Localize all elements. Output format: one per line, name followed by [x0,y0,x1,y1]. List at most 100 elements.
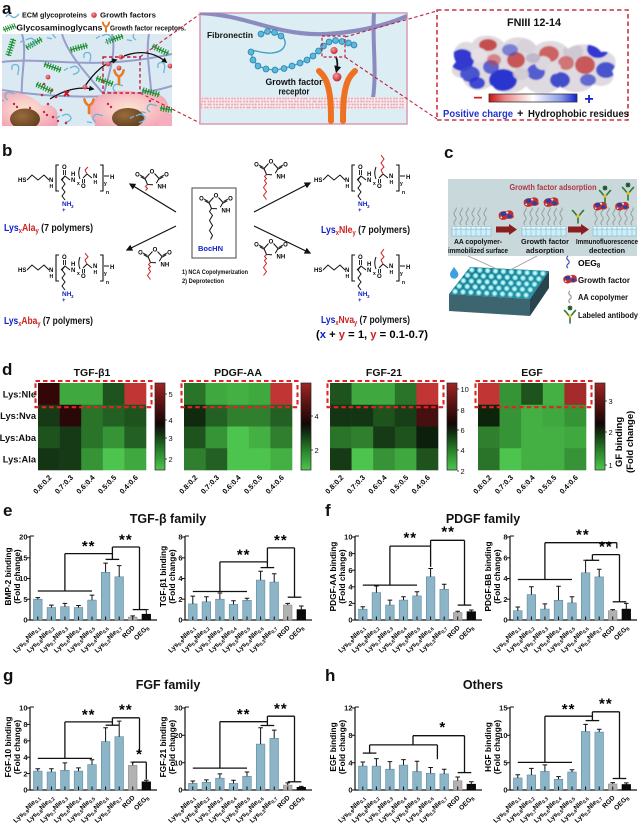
svg-text:**: ** [119,532,133,549]
svg-text:0: 0 [23,616,27,625]
svg-text:10: 10 [174,758,182,767]
svg-text:O: O [254,243,259,249]
svg-text:y: y [104,181,107,187]
svg-text:6: 6 [178,553,182,562]
svg-text:AA copolymer-: AA copolymer- [454,237,502,246]
svg-text:H: H [71,172,75,178]
svg-text:2: 2 [503,595,507,604]
svg-text:O: O [167,251,172,257]
svg-text:1: 1 [609,461,613,470]
svg-text:0: 0 [178,616,182,625]
svg-text:10: 10 [19,704,27,713]
svg-text:y: y [104,271,107,277]
svg-text:O: O [153,248,158,254]
svg-text:dectection: dectection [589,246,625,255]
svg-text:x: x [373,271,376,277]
svg-text:10: 10 [461,385,469,394]
svg-text:1) NCA Copolymerization: 1) NCA Copolymerization [182,269,248,276]
svg-text:Lys:Ala: Lys:Ala [3,455,37,465]
svg-text:EGF binding: EGF binding [328,722,338,771]
svg-text:(Fold change): (Fold change) [337,549,347,604]
svg-text:O: O [254,163,259,169]
svg-text:6: 6 [461,426,465,435]
svg-text:HS: HS [18,178,26,184]
svg-text:**: ** [562,701,576,718]
svg-text:O: O [283,243,288,249]
svg-text:Growth factors: Growth factors [100,11,156,20]
svg-text:HS: HS [314,268,322,274]
svg-text:**: ** [441,524,455,541]
svg-text:**: ** [82,707,96,724]
svg-text:+: + [517,108,523,120]
svg-text:4: 4 [169,416,173,425]
svg-text:HGF binding: HGF binding [483,722,493,772]
svg-text:NH: NH [158,185,167,191]
svg-text:O: O [199,197,204,203]
svg-text:3: 3 [71,294,74,299]
svg-text:10: 10 [19,574,27,583]
svg-text:**: ** [237,706,251,723]
svg-text:H: H [110,175,114,181]
svg-text:Immunofluorescence: Immunofluorescence [576,237,638,246]
svg-text:O: O [214,194,219,200]
svg-text:O: O [269,240,274,246]
svg-text:Labeled antibody: Labeled antibody [578,310,638,320]
svg-text:+: + [62,208,66,214]
svg-text:20: 20 [19,533,27,542]
svg-text:3: 3 [71,204,74,209]
svg-text:H: H [110,265,114,271]
svg-text:6: 6 [348,566,352,575]
svg-text:GF binding: GF binding [614,417,625,467]
svg-text:O: O [150,170,155,176]
svg-text:EGF: EGF [521,367,543,379]
svg-text:**: ** [119,702,133,719]
svg-text:4: 4 [23,753,28,762]
svg-text:2: 2 [169,455,173,464]
svg-text:x: x [77,181,80,187]
svg-text:*: * [136,746,143,763]
svg-text:NH: NH [277,175,286,181]
svg-text:Growth factor: Growth factor [266,77,324,87]
svg-text:TGF-β1 binding: TGF-β1 binding [158,546,168,607]
svg-text:6: 6 [503,553,507,562]
svg-text:b: b [2,141,12,160]
svg-text:immobilized surface: immobilized surface [448,246,508,255]
svg-text:NH: NH [277,255,286,261]
svg-text:+: + [358,208,362,214]
svg-text:TGF-β1: TGF-β1 [74,367,111,379]
svg-text:O: O [138,251,143,257]
svg-text:Growth factor: Growth factor [521,237,569,246]
svg-text:LysxNvay (7 polymers): LysxNvay (7 polymers) [321,314,410,327]
svg-text:**: ** [403,529,417,546]
svg-text:8: 8 [503,533,507,542]
svg-text:**: ** [237,546,251,563]
svg-text:N: N [389,174,393,180]
svg-text:(Fold change): (Fold change) [12,720,22,775]
svg-text:x: x [77,271,80,277]
svg-text:FGF-21 binding: FGF-21 binding [158,717,168,778]
svg-text:3: 3 [367,294,370,299]
svg-text:5: 5 [23,595,27,604]
svg-text:Lys:Nle: Lys:Nle [3,389,36,399]
svg-text:Fibronectin: Fibronectin [207,30,253,40]
svg-text:(Fold change): (Fold change) [167,720,177,775]
svg-text:BocHN: BocHN [198,244,223,253]
svg-text:N: N [345,178,349,184]
svg-text:+: + [62,298,66,304]
svg-text:15: 15 [499,704,507,713]
svg-text:O: O [81,274,86,280]
svg-text:N: N [345,268,349,274]
svg-text:2: 2 [348,599,352,608]
svg-text:H: H [406,175,410,181]
svg-text:8: 8 [23,720,27,729]
svg-text:n: n [402,190,405,196]
svg-text:3: 3 [169,434,173,443]
svg-text:g: g [3,666,13,685]
svg-text:O: O [135,173,140,179]
svg-text:receptor: receptor [279,87,311,97]
svg-text:LysxAbay (7 polymers): LysxAbay (7 polymers) [4,315,93,328]
svg-text:adsorption: adsorption [526,246,564,255]
svg-text:−: − [473,90,482,107]
svg-text:2: 2 [178,595,182,604]
svg-text:6: 6 [23,737,27,746]
